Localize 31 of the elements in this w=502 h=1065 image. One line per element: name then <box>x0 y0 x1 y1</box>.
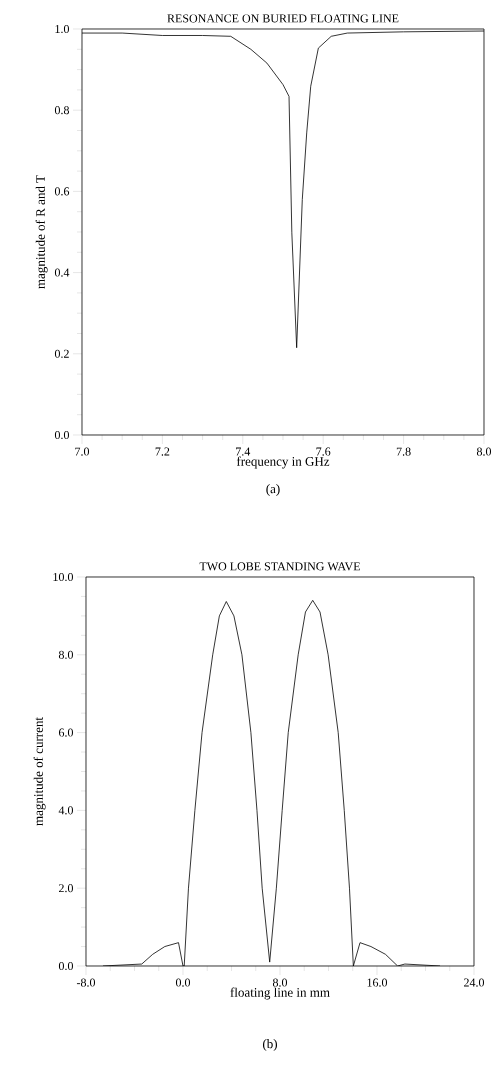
y-tick-label: 8.0 <box>58 650 73 659</box>
text: (a) <box>266 484 280 496</box>
x-tick-label: 0.0 <box>175 978 191 987</box>
x-tick-label: 24.0 <box>464 978 485 987</box>
y-tick-label: 0.4 <box>54 268 70 277</box>
y-tick-label: 0.2 <box>54 349 69 358</box>
y-axis-title: magnitude of R and T <box>35 175 48 289</box>
y-tick-label: 0.0 <box>58 961 73 971</box>
x-tick-label: 7.6 <box>316 447 331 456</box>
x-tick-label: -8.0 <box>76 978 96 987</box>
y-tick-label: 2.0 <box>59 884 73 893</box>
x-tick-label: 7.4 <box>236 447 251 456</box>
y-tick-label: 1.0 <box>55 24 69 34</box>
y-tick-label: 6.0 <box>58 728 73 737</box>
x-tick-label: 16.0 <box>367 978 388 987</box>
x-axis-title: floating line in mm <box>230 987 330 1000</box>
y-tick-label: 0.8 <box>54 106 69 115</box>
text: (b) <box>262 1039 278 1051</box>
x-tick-label: 7.2 <box>155 447 170 456</box>
y-tick-label: 10.0 <box>53 572 73 582</box>
x-axis-title: frequency in GHz <box>236 456 330 469</box>
chart-title: RESONANCE ON BURIED FLOATING LINE <box>167 14 399 23</box>
x-tick-label: 7.8 <box>396 447 411 456</box>
y-tick-label: 0.0 <box>54 430 69 440</box>
chart-title: TWO LOBE STANDING WAVE <box>199 562 360 571</box>
x-tick-label: 7.0 <box>75 447 90 456</box>
x-tick-label: 8.0 <box>272 978 288 987</box>
y-axis-title: magnitude of current <box>33 717 46 826</box>
y-tick-label: 4.0 <box>58 806 73 815</box>
x-tick-label: 8.0 <box>476 447 492 456</box>
y-tick-label: 0.6 <box>54 187 70 196</box>
